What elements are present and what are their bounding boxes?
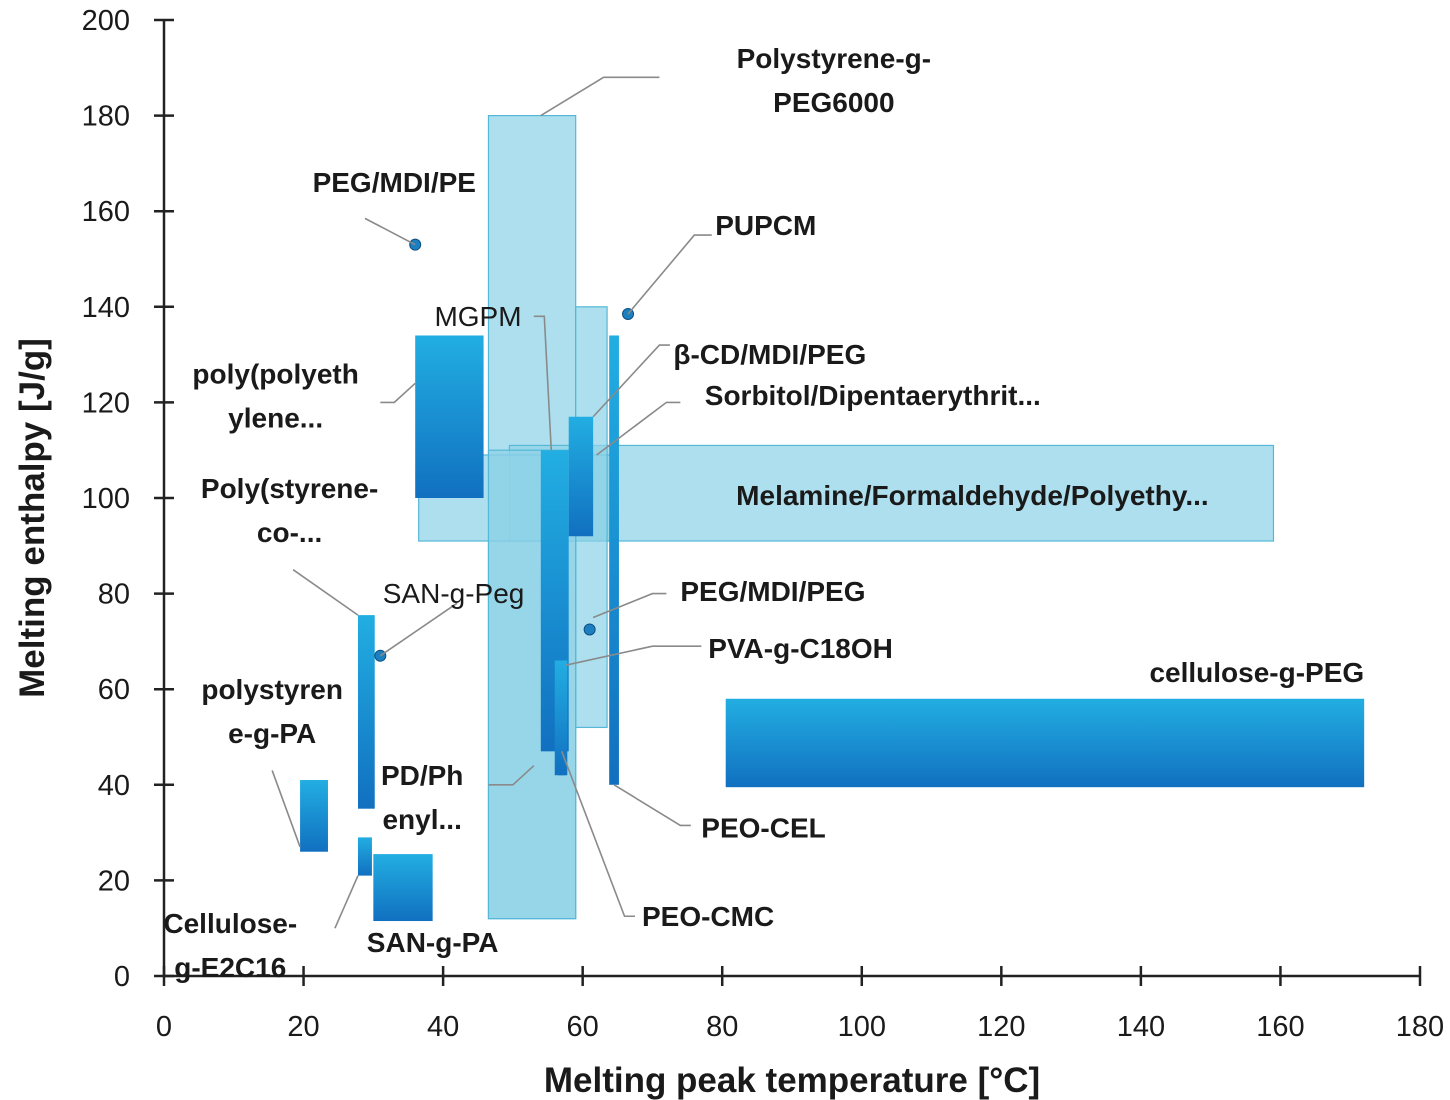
y-tick-label: 140 (82, 292, 130, 324)
x-tick-label: 20 (287, 1011, 319, 1043)
leader-line-polystyrene-g-peg6000 (540, 76, 660, 117)
label-san-g-pa: SAN-g-PA (367, 927, 499, 958)
y-tick-label: 200 (82, 5, 130, 37)
y-tick-label: 120 (82, 387, 130, 419)
leader-line-polystyren-e-g-pa (271, 770, 301, 848)
label-pupcm: PUPCM (715, 210, 816, 241)
label-cellulose-g-e2c16: Cellulose-g-E2C16 (163, 908, 297, 983)
x-ticks: 0 20 40 60 80 100 120 140 160 180 (156, 966, 1444, 1043)
y-tick-label: 80 (98, 579, 130, 611)
leader-line-peo-cmc (560, 751, 635, 918)
label-peg-mdi-pe: PEG/MDI/PE (313, 167, 476, 198)
x-tick-label: 140 (1117, 1011, 1165, 1043)
x-tick-label: 120 (977, 1011, 1025, 1043)
annotation-labels-layer: Polystyrene-g-PEG6000 PEG/MDI/PE PUPCM MGPM… (163, 43, 1364, 983)
leader-line-poly-polyeth-ylene (380, 382, 416, 404)
box-cellulose-g-peg (725, 698, 1365, 788)
label-peo-cel: PEO-CEL (701, 812, 825, 843)
y-tick-label: 180 (82, 101, 130, 133)
label-peg-mdi-peg: PEG/MDI/PEG (680, 576, 865, 607)
leader-line-peo-cel (613, 784, 691, 827)
box-cellulose-g-e2c16 (357, 837, 372, 876)
leader-line-pd-ph-enyl (488, 765, 535, 786)
box-poly-styrene-co (357, 615, 375, 809)
box-peo-cmc (558, 660, 566, 776)
x-tick-label: 80 (706, 1011, 738, 1043)
label-sorbitol-dipentaerythrit: Sorbitol/Dipentaerythrit... (705, 380, 1041, 411)
label-peo-cmc: PEO-CMC (642, 901, 774, 932)
leader-line-san-g-peg (379, 602, 458, 657)
leader-line-poly-styrene-co (292, 569, 359, 616)
x-tick-label: 40 (427, 1011, 459, 1043)
box-san-g-pa (373, 854, 433, 922)
label-san-g-peg: SAN-g-Peg (383, 578, 525, 609)
leader-line-pva-g-c18oh (565, 645, 702, 667)
y-tick-label: 100 (82, 483, 130, 515)
label-mgpm: MGPM (434, 301, 521, 332)
y-tick-label: 0 (114, 961, 130, 993)
leader-lines-layer (271, 76, 712, 929)
x-tick-label: 100 (838, 1011, 886, 1043)
label-poly-styrene-co: Poly(styrene-co-... (201, 473, 378, 548)
y-tick-label: 160 (82, 196, 130, 228)
point-peg-mdi-peg-point (583, 623, 596, 636)
leader-line-mgpm (533, 315, 553, 451)
leader-line-peg-mdi-peg (592, 592, 667, 619)
label-cellulose-g-peg: cellulose-g-PEG (1149, 657, 1364, 688)
label-pd-ph-enyl: PD/Ph enyl... (381, 760, 463, 835)
label-polystyrene-g-peg6000: Polystyrene-g-PEG6000 (737, 43, 932, 118)
x-tick-label: 0 (156, 1011, 172, 1043)
y-tick-label: 40 (98, 770, 130, 802)
y-tick-label: 20 (98, 865, 130, 897)
box-polystyrene-g-pa (300, 780, 328, 852)
boxes-layer (300, 114, 1365, 922)
box-cd-mdi-peg (568, 416, 594, 537)
x-axis-title: Melting peak temperature [°C] (544, 1061, 1040, 1100)
x-tick-label: 180 (1396, 1011, 1444, 1043)
label-polystyren-e-g-pa: polystyren e-g-PA (201, 674, 343, 749)
leader-line-sorbitol-dipentaerythrit (596, 401, 681, 456)
x-tick-label: 60 (567, 1011, 599, 1043)
label-melamine-formaldehyde-polyethy: Melamine/Formaldehyde/Polyethy... (736, 480, 1208, 511)
box-melamine-formaldehyde-polyethy (508, 444, 1275, 542)
label-cd-mdi-peg: β-CD/MDI/PEG (673, 339, 866, 370)
y-axis-title: Melting enthalpy [J/g] (13, 338, 52, 698)
box-poly-polyethylene (415, 335, 484, 498)
axes-layer: 0 20 40 60 80 100 120 140 160 180 0 20 40 60 80 100 120… (13, 5, 1444, 1100)
leader-line-peg-mdi-pe (364, 217, 416, 246)
y-tick-label: 60 (98, 674, 130, 706)
label-pva-g-c18oh: PVA-g-C18OH (708, 633, 893, 664)
leader-line-cd-mdi-peg (592, 344, 670, 418)
leader-line-pupcm (627, 234, 712, 315)
box-peo-cel (609, 335, 619, 785)
label-poly-polyeth-ylene: poly(polyeth ylene... (192, 358, 358, 433)
x-tick-label: 160 (1256, 1011, 1304, 1043)
leader-line-cellulose-g-e2c16 (334, 875, 359, 929)
y-ticks: 0 20 40 60 80 100 120 140 160 180 200 (82, 5, 174, 993)
